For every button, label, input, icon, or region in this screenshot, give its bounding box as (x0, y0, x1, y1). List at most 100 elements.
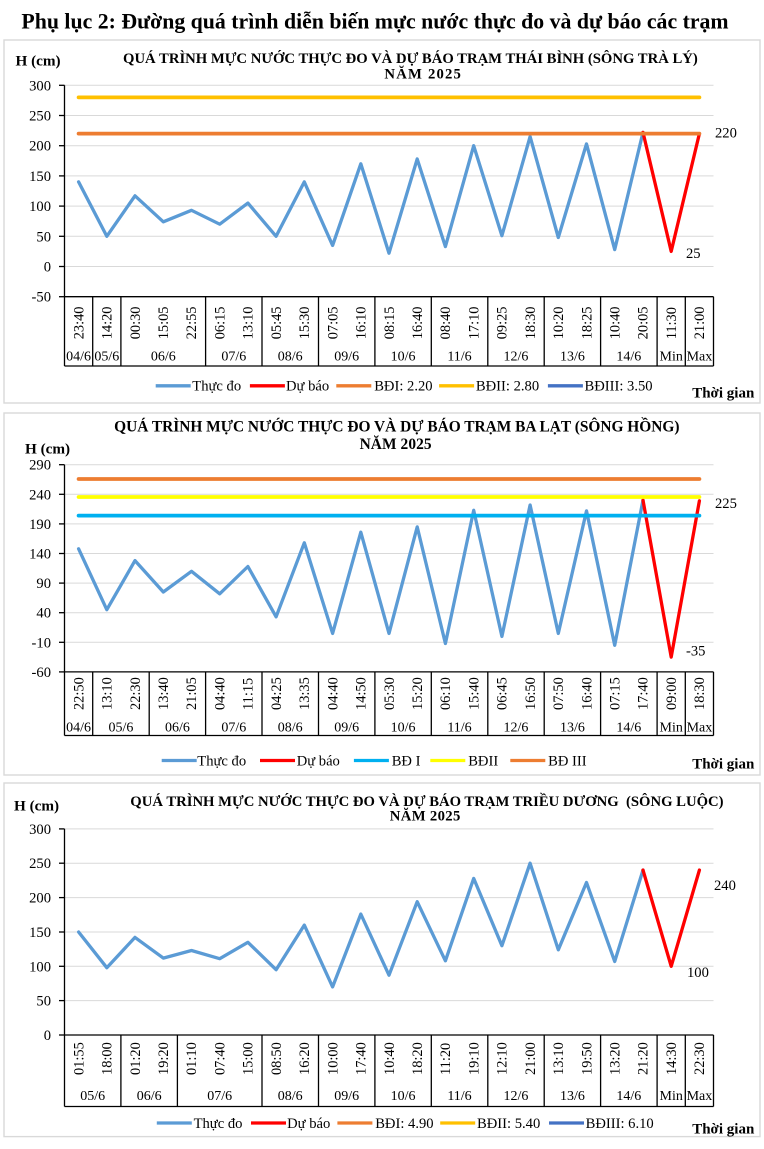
svg-text:13/6: 13/6 (560, 721, 585, 736)
svg-text:16:50: 16:50 (523, 677, 539, 710)
svg-text:H (cm): H (cm) (16, 53, 61, 70)
svg-text:290: 290 (29, 458, 51, 474)
svg-text:BĐ I: BĐ I (392, 753, 421, 769)
svg-text:21:00: 21:00 (692, 307, 708, 340)
svg-text:04/6: 04/6 (66, 721, 91, 736)
svg-text:250: 250 (29, 856, 51, 872)
svg-text:11/6: 11/6 (447, 721, 471, 736)
svg-text:14:20: 14:20 (100, 307, 116, 340)
svg-text:07/6: 07/6 (221, 349, 246, 364)
svg-text:300: 300 (29, 822, 51, 838)
svg-text:10:40: 10:40 (608, 307, 624, 340)
svg-text:10:00: 10:00 (325, 1042, 341, 1075)
svg-text:QUÁ TRÌNH MỰC NƯỚC THỰC ĐO VÀ: QUÁ TRÌNH MỰC NƯỚC THỰC ĐO VÀ DỰ BÁO TRẠ… (114, 418, 679, 436)
svg-text:21:05: 21:05 (184, 677, 200, 710)
svg-text:04:40: 04:40 (212, 677, 228, 710)
svg-text:11:15: 11:15 (241, 678, 257, 710)
svg-text:300: 300 (29, 78, 51, 94)
svg-text:Dự báo: Dự báo (286, 379, 329, 395)
svg-text:09/6: 09/6 (334, 1089, 359, 1104)
svg-text:NĂM 2025: NĂM 2025 (360, 436, 432, 453)
svg-text:19:10: 19:10 (466, 1042, 482, 1075)
svg-text:14/6: 14/6 (616, 721, 641, 736)
svg-text:22:55: 22:55 (184, 307, 200, 340)
svg-text:BĐIII: 6.10: BĐIII: 6.10 (586, 1116, 654, 1132)
svg-text:14:50: 14:50 (354, 677, 370, 710)
svg-text:10:40: 10:40 (382, 1042, 398, 1075)
svg-text:200: 200 (29, 891, 51, 907)
svg-text:18:25: 18:25 (579, 307, 595, 340)
svg-text:Dự báo: Dự báo (297, 753, 340, 769)
svg-text:12:10: 12:10 (495, 1042, 511, 1075)
svg-text:06:10: 06:10 (438, 677, 454, 710)
svg-text:50: 50 (36, 229, 51, 245)
svg-text:08:40: 08:40 (438, 307, 454, 340)
svg-text:19:20: 19:20 (156, 1042, 172, 1075)
svg-text:Thực đo: Thực đo (197, 753, 246, 769)
svg-text:13/6: 13/6 (560, 349, 585, 364)
svg-text:13:10: 13:10 (241, 307, 257, 340)
svg-text:11/6: 11/6 (447, 349, 471, 364)
svg-text:-60: -60 (32, 665, 51, 681)
svg-text:09:00: 09:00 (664, 677, 680, 710)
svg-text:07:15: 07:15 (608, 677, 624, 710)
svg-text:12/6: 12/6 (504, 721, 529, 736)
svg-text:07/6: 07/6 (207, 1089, 232, 1104)
svg-text:Min: Min (660, 349, 683, 364)
svg-text:13:20: 13:20 (608, 1042, 624, 1075)
svg-text:21:00: 21:00 (523, 1042, 539, 1075)
svg-text:08:15: 08:15 (382, 307, 398, 340)
svg-text:08/6: 08/6 (278, 1089, 303, 1104)
svg-text:12/6: 12/6 (504, 1089, 529, 1104)
svg-text:Thời gian: Thời gian (692, 1121, 755, 1137)
svg-text:01:10: 01:10 (184, 1042, 200, 1075)
svg-text:01:55: 01:55 (71, 1042, 87, 1075)
svg-text:13/6: 13/6 (560, 1089, 585, 1104)
svg-text:40: 40 (36, 606, 51, 622)
svg-text:240: 240 (29, 487, 51, 503)
svg-text:12/6: 12/6 (504, 349, 529, 364)
svg-text:10/6: 10/6 (391, 721, 416, 736)
svg-text:18:20: 18:20 (410, 1042, 426, 1075)
svg-text:06:45: 06:45 (495, 677, 511, 710)
svg-text:H (cm): H (cm) (25, 441, 70, 458)
svg-text:18:00: 18:00 (100, 1042, 116, 1075)
svg-text:20:05: 20:05 (636, 307, 652, 340)
svg-text:100: 100 (29, 959, 51, 975)
svg-text:16:20: 16:20 (297, 1042, 313, 1075)
svg-text:07:50: 07:50 (551, 677, 567, 710)
svg-text:H (cm): H (cm) (14, 798, 59, 815)
svg-text:16:40: 16:40 (579, 677, 595, 710)
svg-text:NĂM 2025: NĂM 2025 (384, 66, 461, 83)
svg-text:13:10: 13:10 (551, 1042, 567, 1075)
svg-text:0: 0 (44, 1028, 51, 1044)
svg-text:01:20: 01:20 (128, 1042, 144, 1075)
svg-text:220: 220 (715, 126, 737, 142)
svg-text:22:30: 22:30 (128, 677, 144, 710)
svg-text:08/6: 08/6 (278, 721, 303, 736)
svg-text:Max: Max (687, 721, 713, 736)
svg-text:15:30: 15:30 (297, 307, 313, 340)
svg-text:25: 25 (686, 246, 701, 262)
svg-text:17:40: 17:40 (636, 677, 652, 710)
svg-text:22:30: 22:30 (692, 1042, 708, 1075)
svg-text:22:50: 22:50 (71, 677, 87, 710)
svg-text:BĐ III: BĐ III (548, 753, 587, 769)
svg-text:100: 100 (687, 965, 709, 981)
svg-text:14/6: 14/6 (616, 349, 641, 364)
svg-text:09/6: 09/6 (334, 349, 359, 364)
svg-text:200: 200 (29, 139, 51, 155)
svg-text:13:40: 13:40 (156, 677, 172, 710)
svg-text:15:20: 15:20 (410, 677, 426, 710)
svg-text:14/6: 14/6 (616, 1089, 641, 1104)
svg-text:14:30: 14:30 (664, 1042, 680, 1075)
svg-text:11:20: 11:20 (438, 1043, 454, 1075)
svg-text:Thực đo: Thực đo (194, 1116, 243, 1132)
svg-text:100: 100 (29, 199, 51, 215)
svg-text:04:25: 04:25 (269, 677, 285, 710)
svg-text:Min: Min (660, 1089, 683, 1104)
svg-text:Thời gian: Thời gian (692, 756, 755, 772)
svg-text:11:30: 11:30 (664, 307, 680, 339)
svg-text:Max: Max (687, 1089, 713, 1104)
svg-text:250: 250 (29, 109, 51, 125)
